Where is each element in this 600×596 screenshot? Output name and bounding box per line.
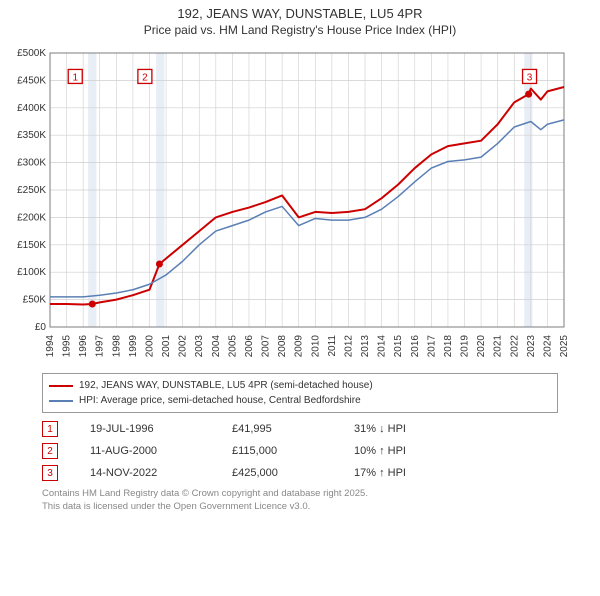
svg-text:2005: 2005	[227, 335, 238, 358]
svg-text:£450K: £450K	[17, 75, 46, 86]
svg-text:2003: 2003	[194, 335, 205, 358]
sale-price: £425,000	[232, 467, 322, 479]
svg-text:2001: 2001	[161, 335, 172, 358]
sale-diff: 17% ↑ HPI	[354, 467, 454, 479]
svg-text:£50K: £50K	[23, 295, 47, 306]
svg-text:2025: 2025	[559, 335, 570, 358]
sale-marker: 3	[42, 465, 58, 481]
sale-marker: 1	[42, 421, 58, 437]
chart-title: 192, JEANS WAY, DUNSTABLE, LU5 4PR	[0, 6, 600, 21]
svg-text:2006: 2006	[244, 335, 255, 358]
svg-text:2000: 2000	[144, 335, 155, 358]
svg-text:£300K: £300K	[17, 158, 46, 169]
sales-row: 2 11-AUG-2000 £115,000 10% ↑ HPI	[42, 443, 558, 459]
chart-subtitle: Price paid vs. HM Land Registry's House …	[0, 23, 600, 37]
sale-diff: 10% ↑ HPI	[354, 445, 454, 457]
svg-text:3: 3	[527, 72, 533, 83]
sales-row: 3 14-NOV-2022 £425,000 17% ↑ HPI	[42, 465, 558, 481]
svg-text:2008: 2008	[277, 335, 288, 358]
legend-item: 192, JEANS WAY, DUNSTABLE, LU5 4PR (semi…	[49, 378, 551, 393]
sales-row: 1 19-JUL-1996 £41,995 31% ↓ HPI	[42, 421, 558, 437]
svg-text:1999: 1999	[128, 335, 139, 358]
sales-table: 1 19-JUL-1996 £41,995 31% ↓ HPI 2 11-AUG-2000…	[42, 421, 558, 481]
svg-text:2011: 2011	[327, 335, 338, 357]
line-chart: £0 £50K £100K £150K £200K £250K £300K £350K £400…	[10, 47, 570, 367]
svg-text:£250K: £250K	[17, 185, 46, 196]
svg-text:2014: 2014	[377, 335, 388, 358]
svg-text:£0: £0	[35, 322, 47, 333]
svg-text:2023: 2023	[526, 335, 537, 358]
attribution-footer: Contains HM Land Registry data © Crown c…	[42, 487, 558, 514]
sale-price: £115,000	[232, 445, 322, 457]
legend: 192, JEANS WAY, DUNSTABLE, LU5 4PR (semi…	[42, 373, 558, 413]
sale-marker: 2	[42, 443, 58, 459]
svg-text:2017: 2017	[426, 335, 437, 358]
svg-text:2020: 2020	[476, 335, 487, 358]
svg-text:2: 2	[142, 72, 148, 83]
svg-text:2012: 2012	[343, 335, 354, 358]
svg-text:2007: 2007	[261, 335, 272, 358]
svg-text:1997: 1997	[95, 335, 106, 358]
legend-label: HPI: Average price, semi-detached house,…	[79, 393, 361, 408]
svg-text:1998: 1998	[111, 335, 122, 358]
svg-text:2016: 2016	[410, 335, 421, 358]
svg-text:1994: 1994	[45, 335, 56, 358]
svg-text:2002: 2002	[178, 335, 189, 358]
svg-text:£350K: £350K	[17, 130, 46, 141]
svg-text:2004: 2004	[211, 335, 222, 358]
svg-text:£200K: £200K	[17, 212, 46, 223]
legend-label: 192, JEANS WAY, DUNSTABLE, LU5 4PR (semi…	[79, 378, 373, 393]
svg-text:1996: 1996	[78, 335, 89, 358]
svg-text:2010: 2010	[310, 335, 321, 358]
chart-area: £0 £50K £100K £150K £200K £250K £300K £350K £400…	[10, 47, 590, 367]
sale-date: 11-AUG-2000	[90, 445, 200, 457]
svg-text:£400K: £400K	[17, 103, 46, 114]
svg-text:2009: 2009	[294, 335, 305, 358]
sale-date: 19-JUL-1996	[90, 423, 200, 435]
svg-text:2013: 2013	[360, 335, 371, 358]
svg-text:2019: 2019	[460, 335, 471, 358]
footer-line: Contains HM Land Registry data © Crown c…	[42, 487, 558, 500]
svg-text:2015: 2015	[393, 335, 404, 358]
sale-price: £41,995	[232, 423, 322, 435]
chart-container: 192, JEANS WAY, DUNSTABLE, LU5 4PR Price…	[0, 6, 600, 596]
svg-text:£100K: £100K	[17, 267, 46, 278]
svg-text:1995: 1995	[62, 335, 73, 358]
svg-text:2021: 2021	[493, 335, 504, 358]
svg-text:£500K: £500K	[17, 48, 46, 59]
sale-diff: 31% ↓ HPI	[354, 423, 454, 435]
svg-text:2024: 2024	[542, 335, 553, 358]
svg-text:1: 1	[72, 72, 78, 83]
svg-text:2018: 2018	[443, 335, 454, 358]
svg-text:£150K: £150K	[17, 240, 46, 251]
svg-text:2022: 2022	[509, 335, 520, 358]
sale-date: 14-NOV-2022	[90, 467, 200, 479]
legend-item: HPI: Average price, semi-detached house,…	[49, 393, 551, 408]
legend-swatch	[49, 400, 73, 402]
footer-line: This data is licensed under the Open Gov…	[42, 500, 558, 513]
legend-swatch	[49, 385, 73, 387]
